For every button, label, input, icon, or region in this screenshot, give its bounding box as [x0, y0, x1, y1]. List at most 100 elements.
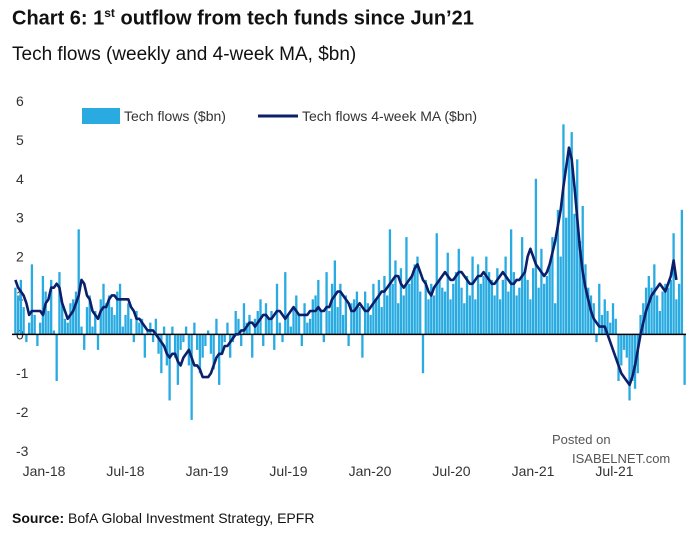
bar-mark — [485, 256, 488, 335]
bar-mark — [223, 334, 226, 343]
bar-mark — [526, 279, 529, 335]
bar-mark — [576, 159, 579, 335]
bar-mark — [430, 283, 433, 335]
bar-mark — [16, 295, 20, 335]
ma-line-series — [14, 146, 678, 387]
bar-mark — [606, 311, 609, 335]
bar-mark — [355, 291, 359, 335]
source-note: Source: BofA Global Investment Strategy,… — [12, 510, 314, 526]
bar-mark — [545, 276, 549, 335]
bar-mark — [94, 311, 97, 335]
y-tick-label: 2 — [16, 249, 24, 265]
bar-mark — [600, 314, 604, 335]
bar-mark — [297, 314, 301, 335]
bar-mark — [438, 279, 441, 335]
bar-mark — [408, 283, 411, 335]
bar-mark — [113, 314, 116, 335]
bar-mark — [361, 334, 364, 358]
bar-mark — [598, 283, 601, 335]
bar-mark — [339, 283, 342, 335]
bar-mark — [143, 334, 146, 358]
bar-mark — [496, 268, 499, 335]
bar-mark — [193, 322, 196, 335]
bar-mark — [614, 318, 617, 335]
bar-mark — [171, 326, 174, 335]
bar-mark — [251, 334, 254, 358]
bar-mark — [151, 334, 155, 343]
x-tick-label: Jan-21 — [512, 463, 555, 479]
x-tick-label: Jul-20 — [432, 463, 470, 479]
bar-mark — [344, 295, 348, 335]
bar-mark — [369, 314, 372, 335]
bar-mark — [419, 291, 422, 335]
bar-mark — [482, 276, 485, 335]
bar-mark — [413, 264, 416, 335]
bar-mark — [366, 303, 370, 335]
bar-mark — [567, 147, 571, 335]
bar-mark — [308, 318, 312, 335]
bar-mark — [460, 287, 463, 335]
bar-mark — [129, 318, 133, 335]
bar-mark — [300, 334, 303, 346]
bar-mark — [537, 287, 540, 335]
x-tick-label: Jul-19 — [269, 463, 307, 479]
bar-mark — [306, 322, 309, 335]
bar-mark — [664, 283, 667, 335]
bar-mark — [677, 283, 681, 335]
legend-swatch-bars — [82, 108, 120, 124]
bar-mark — [220, 334, 224, 354]
bar-mark — [531, 268, 535, 335]
bar-mark — [399, 268, 403, 335]
y-tick-label: -2 — [16, 404, 29, 420]
bar-mark — [275, 283, 279, 335]
bar-mark — [410, 276, 414, 335]
bar-mark — [394, 260, 397, 335]
bar-mark — [303, 303, 306, 335]
bar-mark — [19, 279, 23, 335]
bar-mark — [140, 318, 144, 335]
bar-mark — [515, 295, 518, 335]
bar-mark — [518, 287, 521, 335]
bar-mark — [124, 314, 127, 335]
bar-mark — [107, 295, 111, 335]
bar-mark — [452, 283, 455, 335]
bar-mark — [88, 295, 91, 335]
bar-mark — [286, 314, 290, 335]
bar-mark — [609, 322, 612, 335]
bar-mark — [14, 287, 17, 335]
bar-mark — [226, 322, 229, 335]
bar-mark — [449, 299, 452, 335]
bar-mark — [628, 334, 631, 401]
bar-mark — [520, 237, 524, 335]
bar-mark — [446, 252, 449, 335]
bar-mark — [529, 299, 532, 335]
source-text: BofA Global Investment Strategy, EPFR — [68, 510, 315, 526]
bar-mark — [363, 291, 367, 335]
chart-title-sup: st — [104, 6, 115, 20]
bar-mark — [83, 334, 86, 350]
bar-mark — [661, 291, 664, 335]
bar-mark — [168, 334, 171, 401]
bar-mark — [487, 272, 491, 335]
bar-mark — [157, 334, 160, 354]
bar-mark — [267, 318, 270, 335]
bar-mark — [209, 334, 213, 354]
bar-mark — [391, 283, 394, 335]
bar-mark — [617, 334, 620, 381]
bar-mark — [72, 299, 75, 335]
bar-mark — [463, 303, 466, 335]
y-tick-label: 3 — [16, 210, 24, 226]
bar-mark — [207, 330, 210, 335]
bar-mark — [556, 209, 560, 335]
bar-mark — [397, 303, 400, 335]
bar-mark — [603, 299, 606, 335]
bar-mark — [380, 307, 383, 335]
bar-mark — [543, 283, 546, 335]
bar-mark — [465, 276, 469, 335]
bar-mark — [96, 334, 100, 350]
bar-mark — [237, 318, 240, 335]
bar-mark — [554, 303, 557, 335]
bar-mark — [44, 291, 47, 335]
bar-mark — [138, 322, 141, 335]
legend-label-line: Tech flows 4-week MA ($bn) — [302, 108, 477, 124]
